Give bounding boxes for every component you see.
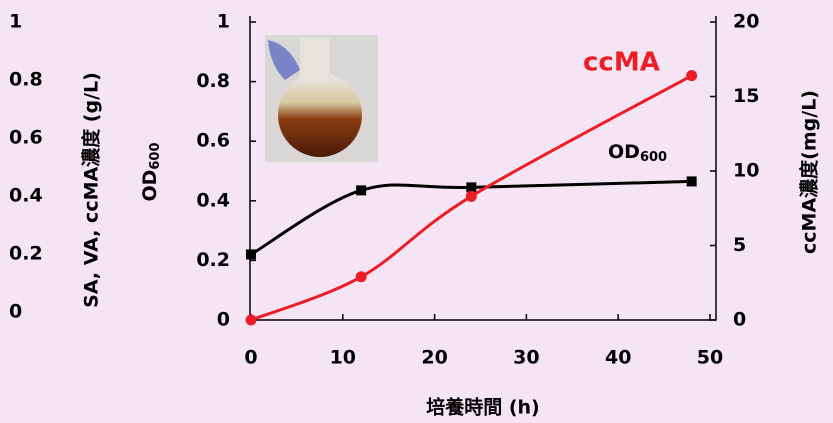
x-tick-label: 10 <box>330 347 356 369</box>
marker <box>356 185 367 196</box>
plot-frame <box>249 16 717 321</box>
y3-tick-label: 0.6 <box>9 127 43 149</box>
y2-tick-label: 15 <box>733 85 759 107</box>
y3-tick-label: 1 <box>9 11 22 33</box>
x-tick-label: 0 <box>244 347 257 369</box>
marker <box>466 182 477 193</box>
photo-inset <box>265 35 378 162</box>
x-tick-label: 40 <box>605 347 631 369</box>
y-tick-label: 0.8 <box>196 70 230 92</box>
marker <box>465 190 477 202</box>
series-line <box>250 179 692 256</box>
y-tick-label: 0.2 <box>196 249 230 271</box>
y-tick-label: 0.6 <box>196 130 230 152</box>
y2-tick-label: 10 <box>733 160 759 182</box>
y-axis-label: OD600 <box>139 142 163 201</box>
y3-tick-label: 0.8 <box>9 69 43 91</box>
marker <box>686 176 697 187</box>
y2-tick-label: 20 <box>733 11 759 33</box>
y2-tick-label: 5 <box>733 234 746 256</box>
series-line <box>250 74 693 322</box>
y3-tick-label: 0.2 <box>9 243 43 265</box>
series-label-sub: 600 <box>640 150 667 165</box>
y2-tick-label: 0 <box>733 309 746 331</box>
y-axis-label-sub: 600 <box>148 142 163 169</box>
series-label: OD600 <box>608 141 667 165</box>
x-axis-label: 培養時間 (h) <box>426 396 540 419</box>
marker <box>246 249 256 260</box>
y2-axis-label: ccMA濃度(mg/L) <box>798 90 821 254</box>
y-axis-label-text: OD <box>139 170 161 202</box>
y-tick-label: 1 <box>217 11 230 33</box>
series-label-text: OD <box>608 141 640 163</box>
x-tick-label: 30 <box>513 347 539 369</box>
x-tick-label: 20 <box>421 347 447 369</box>
marker <box>686 70 698 82</box>
marker <box>355 271 367 283</box>
y-tick-label: 0 <box>217 309 230 331</box>
y3-axis-label: SA, VA, ccMA濃度 (g/L) <box>80 72 103 308</box>
x-tick-label: 50 <box>697 347 723 369</box>
y3-tick-label: 0 <box>9 301 22 323</box>
y3-tick-label: 0.4 <box>9 185 43 207</box>
marker <box>245 314 257 326</box>
y-tick-label: 0.4 <box>196 189 230 211</box>
series-label: ccMA <box>583 48 660 78</box>
